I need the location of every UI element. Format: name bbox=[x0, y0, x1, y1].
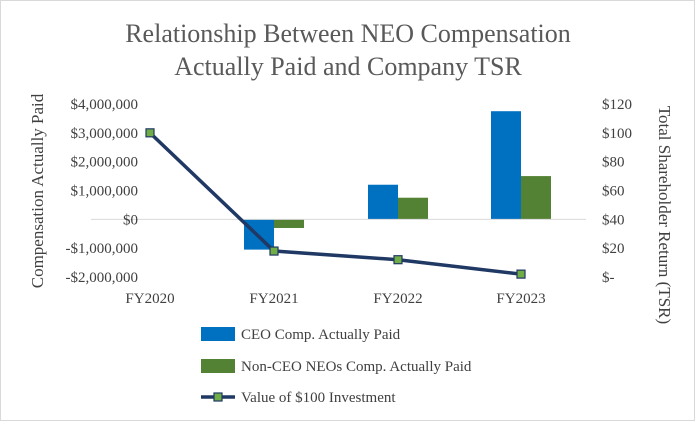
bar-ceo-fy2022 bbox=[368, 184, 398, 220]
line-layer bbox=[145, 128, 526, 279]
right-axis-ticks: $- $20 $40 $60 $80 $100 $120 bbox=[602, 97, 632, 286]
right-tick-label: $60 bbox=[602, 184, 625, 200]
right-tick-label: $100 bbox=[602, 126, 632, 142]
category-label-fy2020: FY2020 bbox=[125, 291, 174, 307]
legend-label-2: Value of $100 Investment bbox=[241, 390, 396, 406]
left-tick-label: $4,000,000 bbox=[71, 97, 139, 113]
left-axis-ticks: -$2,000,000 -$1,000,000 $0 $1,000,000 $2,000… bbox=[66, 97, 139, 286]
right-tick-label: $80 bbox=[602, 155, 625, 171]
legend-label-0: CEO Comp. Actually Paid bbox=[241, 327, 401, 343]
right-tick-label: $40 bbox=[602, 212, 625, 228]
category-axis-labels: FY2020 FY2021 FY2022 FY2023 bbox=[125, 291, 545, 307]
left-tick-label: $0 bbox=[123, 212, 138, 228]
legend-swatch-ceo bbox=[201, 327, 235, 341]
chart-title-line-1: Relationship Between NEO Compensation bbox=[125, 19, 571, 48]
left-tick-label: -$1,000,000 bbox=[66, 241, 139, 257]
right-tick-label: $- bbox=[602, 270, 615, 286]
bar-non-ceo-fy2023 bbox=[521, 176, 551, 220]
category-label-fy2023: FY2023 bbox=[496, 291, 545, 307]
left-tick-label: $1,000,000 bbox=[71, 184, 139, 200]
right-tick-label: $120 bbox=[602, 97, 632, 113]
tsr-marker-fy2020 bbox=[145, 128, 155, 138]
bars-layer bbox=[244, 111, 551, 250]
tsr-marker-fy2021 bbox=[269, 246, 279, 256]
left-axis-title: Compensation Actually Paid bbox=[28, 93, 47, 288]
legend-swatch-non-ceo bbox=[201, 359, 235, 373]
category-label-fy2021: FY2021 bbox=[249, 291, 298, 307]
tsr-line bbox=[148, 131, 522, 276]
legend-label-1: Non-CEO NEOs Comp. Actually Paid bbox=[241, 359, 472, 375]
left-tick-label: -$2,000,000 bbox=[66, 270, 139, 286]
legend: CEO Comp. Actually Paid Non-CEO NEOs Comp… bbox=[201, 327, 472, 406]
chart-title-line-2: Actually Paid and Company TSR bbox=[174, 52, 522, 81]
legend-swatch-marker bbox=[213, 392, 223, 402]
left-tick-label: $2,000,000 bbox=[71, 155, 139, 171]
right-tick-label: $20 bbox=[602, 241, 625, 257]
right-axis-title: Total Shareholder Return (TSR) bbox=[655, 106, 674, 324]
bar-non-ceo-fy2021 bbox=[274, 219, 304, 228]
left-tick-label: $3,000,000 bbox=[71, 126, 139, 142]
category-label-fy2022: FY2022 bbox=[373, 291, 422, 307]
tsr-marker-fy2022 bbox=[393, 255, 403, 265]
bar-non-ceo-fy2022 bbox=[398, 197, 428, 220]
tsr-marker-fy2023 bbox=[516, 269, 526, 279]
bar-ceo-fy2023 bbox=[491, 111, 521, 220]
